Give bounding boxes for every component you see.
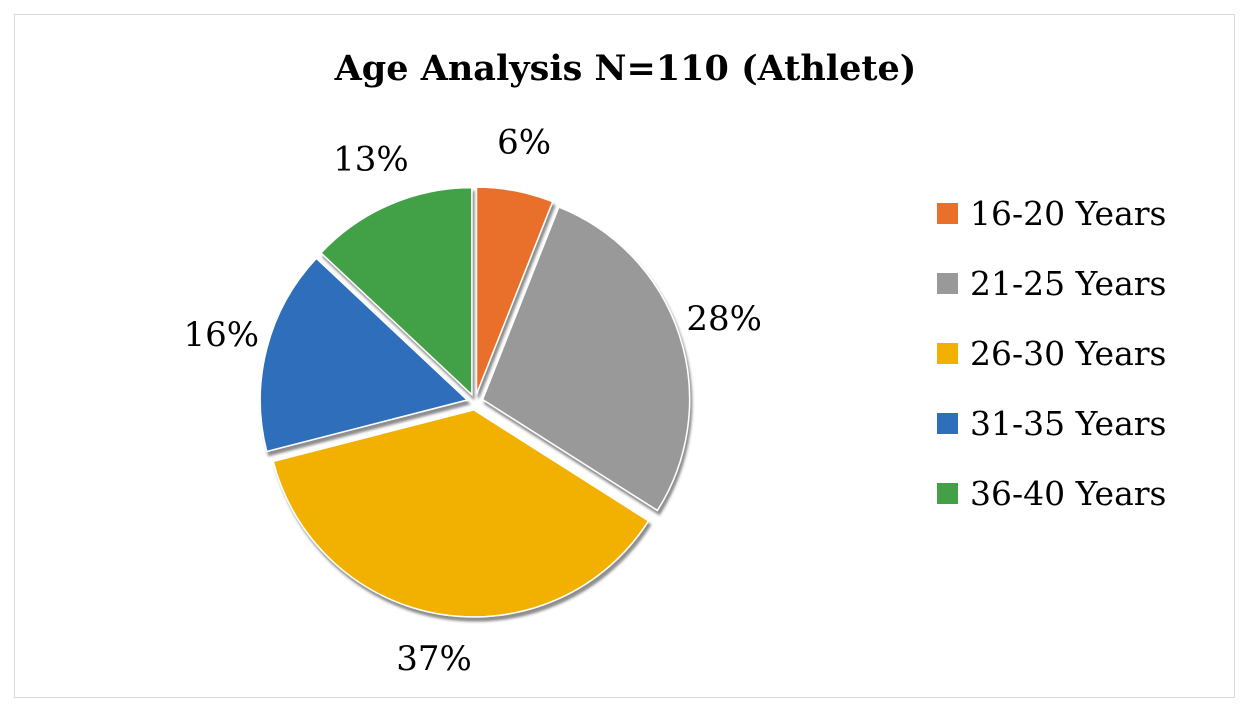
pie-slice-31-35-years <box>259 257 469 453</box>
legend-swatch <box>937 482 958 504</box>
legend-item-31-35: 31-35 Years <box>937 388 1166 458</box>
legend-label: 16-20 Years <box>970 193 1167 233</box>
data-label-26-30-years: 37% <box>396 639 472 679</box>
legend-item-36-40: 36-40 Years <box>937 458 1166 528</box>
data-label-21-25-years: 28% <box>686 299 762 339</box>
legend-item-16-20: 16-20 Years <box>937 178 1166 248</box>
data-label-36-40-years: 13% <box>333 140 409 180</box>
pie-slice-16-20-years <box>475 186 554 395</box>
legend-label: 26-30 Years <box>970 333 1167 373</box>
legend-swatch <box>937 342 958 364</box>
pie-slice-21-25-years <box>481 206 691 512</box>
data-label-31-35-years: 16% <box>183 315 259 355</box>
legend-swatch <box>937 412 958 434</box>
legend-swatch <box>937 202 958 224</box>
legend-label: 36-40 Years <box>970 473 1167 513</box>
legend-label: 31-35 Years <box>970 403 1167 443</box>
chart-title: Age Analysis N=110 (Athlete) <box>334 48 917 89</box>
legend-label: 21-25 Years <box>970 263 1167 303</box>
legend-item-26-30: 26-30 Years <box>937 318 1166 388</box>
legend-swatch <box>937 272 958 294</box>
pie-slice-36-40-years <box>319 186 473 397</box>
pie-slice-26-30-years <box>272 409 650 618</box>
data-label-16-20-years: 6% <box>497 123 551 163</box>
legend: 16-20 Years 21-25 Years 26-30 Years 31-3… <box>937 178 1166 528</box>
legend-item-21-25: 21-25 Years <box>937 248 1166 318</box>
